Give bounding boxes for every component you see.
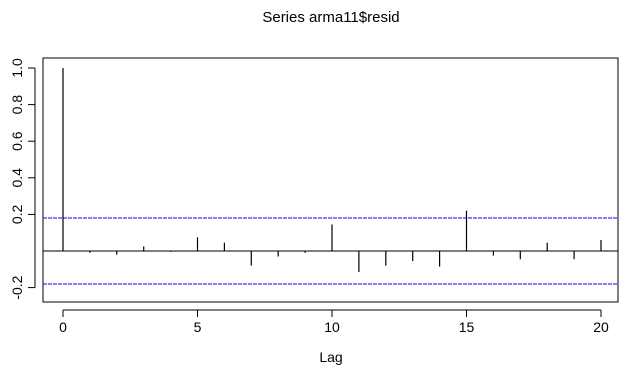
confidence-bounds <box>43 217 618 285</box>
y-tick-label: 0.2 <box>9 204 25 224</box>
x-tick-label: 15 <box>459 319 475 335</box>
chart-title: Series arma11$resid <box>262 9 399 26</box>
x-tick-label: 20 <box>593 319 609 335</box>
x-axis: 0 5 10 15 20 <box>59 309 609 335</box>
y-tick-label: 0.8 <box>9 95 25 115</box>
x-tick-label: 10 <box>324 319 340 335</box>
y-tick-label: 0.4 <box>9 168 25 188</box>
y-axis: -0.2 0.2 0.4 0.6 0.8 1.0 <box>9 58 36 300</box>
x-axis-label: Lag <box>319 349 342 365</box>
plot-frame <box>42 57 619 303</box>
y-tick-label: 1.0 <box>9 58 25 78</box>
x-tick-label: 5 <box>194 319 202 335</box>
x-tick-label: 0 <box>59 319 67 335</box>
y-tick-label: -0.2 <box>9 275 25 299</box>
acf-bars <box>62 68 602 273</box>
y-tick-label: 0.6 <box>9 131 25 151</box>
